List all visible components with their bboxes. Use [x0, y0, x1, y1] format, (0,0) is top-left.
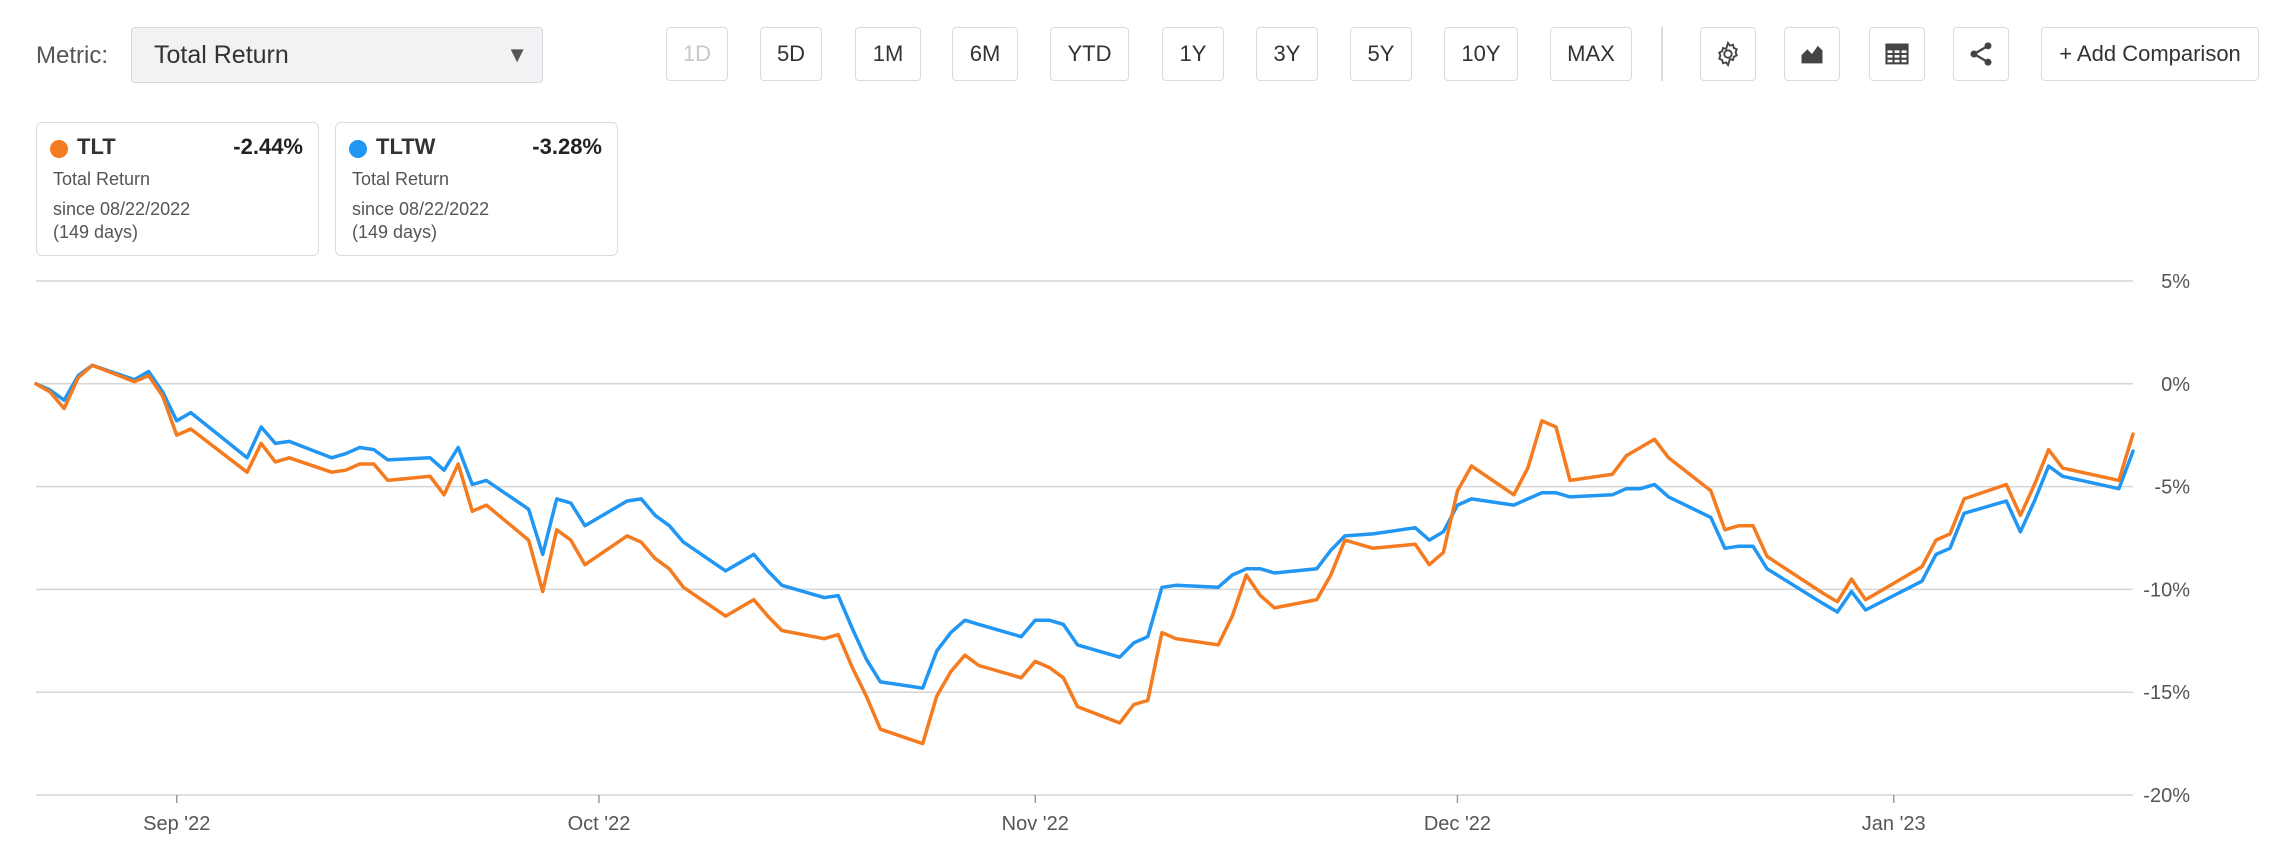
range-button-1y[interactable]: 1Y	[1162, 27, 1224, 81]
range-button-3y[interactable]: 3Y	[1256, 27, 1318, 81]
range-button-1d[interactable]: 1D	[666, 27, 728, 81]
range-button-6m[interactable]: 6M	[952, 27, 1018, 81]
legend-days: (149 days)	[53, 222, 139, 242]
range-button-10y[interactable]: 10Y	[1444, 27, 1518, 81]
series-color-dot	[50, 140, 68, 158]
legend-card-tlt[interactable]: TLT -2.44% Total Return since 08/22/2022…	[36, 122, 319, 256]
range-button-max[interactable]: MAX	[1550, 27, 1632, 81]
range-button-1m[interactable]: 1M	[855, 27, 921, 81]
range-button-ytd[interactable]: YTD	[1050, 27, 1129, 81]
metric-label: Metric:	[36, 42, 108, 69]
range-button-5d[interactable]: 5D	[760, 27, 822, 81]
y-tick-label: -10%	[2143, 579, 2190, 601]
gear-icon	[1718, 40, 1738, 68]
x-tick-label: Dec '22	[1424, 813, 1491, 835]
legend-since: since 08/22/2022	[53, 199, 191, 219]
toolbar-divider	[1661, 27, 1663, 81]
range-button-5y[interactable]: 5Y	[1350, 27, 1412, 81]
legend-card-tltw[interactable]: TLTW -3.28% Total Return since 08/22/202…	[335, 122, 618, 256]
chart-type-button[interactable]	[1784, 27, 1840, 81]
metric-select-value: Total Return	[154, 40, 289, 69]
metric-select[interactable]: Total Return ▼	[131, 27, 543, 83]
legend-metric: Total Return	[53, 169, 151, 189]
mountain-chart-icon	[1801, 45, 1823, 64]
series-color-dot	[349, 140, 367, 158]
series-line-tlt	[34, 363, 2135, 746]
table-view-button[interactable]	[1869, 27, 1925, 81]
share-icon	[1970, 42, 1992, 66]
y-tick-label: -5%	[2154, 477, 2190, 499]
x-tick-label: Sep '22	[143, 813, 210, 835]
x-tick-label: Jan '23	[1862, 813, 1926, 835]
settings-button[interactable]	[1700, 27, 1756, 81]
y-tick-label: -20%	[2143, 785, 2190, 807]
legend-return: -3.28%	[532, 134, 602, 159]
legend-metric: Total Return	[352, 169, 450, 189]
caret-down-icon: ▼	[506, 42, 528, 67]
x-tick-label: Oct '22	[568, 813, 631, 835]
legend-days: (149 days)	[352, 222, 438, 242]
table-icon	[1885, 43, 1909, 65]
share-button[interactable]	[1953, 27, 2009, 81]
y-tick-label: 0%	[2161, 374, 2190, 396]
legend-ticker: TLTW	[376, 134, 436, 159]
x-tick-label: Nov '22	[1002, 813, 1069, 835]
legend-since: since 08/22/2022	[352, 199, 490, 219]
legend-return: -2.44%	[233, 134, 303, 159]
add-comparison-button[interactable]: + Add Comparison	[2041, 27, 2259, 81]
y-tick-label: -15%	[2143, 682, 2190, 704]
legend-ticker: TLT	[77, 134, 116, 159]
y-tick-label: 5%	[2161, 271, 2190, 293]
series-line-tltw	[34, 363, 2135, 690]
